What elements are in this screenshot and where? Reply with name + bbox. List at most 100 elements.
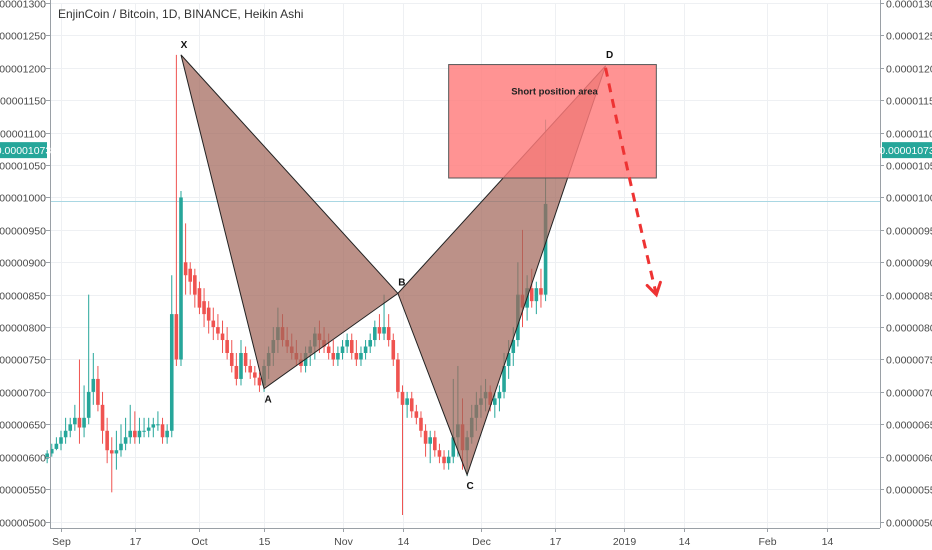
candle — [414, 404, 419, 425]
candle — [183, 223, 188, 295]
candle — [119, 424, 123, 457]
candle-body — [105, 430, 109, 451]
candle — [151, 417, 156, 438]
candle — [86, 294, 91, 425]
y-tick-label-right: 0.00001250 — [886, 31, 932, 43]
candle — [91, 353, 96, 405]
candle — [340, 340, 345, 360]
candle-body — [442, 456, 446, 464]
candle — [345, 333, 349, 353]
candle-body — [391, 340, 396, 360]
chart-title: EnjinCoin / Bitcoin, 1D, BINANCE, Heikin… — [58, 7, 303, 21]
price-tag-right-bg — [882, 142, 932, 159]
candle — [174, 54, 179, 366]
y-tick-label-left: 0.00001200 — [0, 64, 46, 76]
candle — [386, 314, 391, 347]
y-tick-label-right: 0.00000500 — [886, 518, 932, 530]
candle-body — [419, 417, 423, 431]
candle — [45, 450, 49, 464]
pattern-point-b: B — [398, 277, 405, 288]
candle-body — [54, 443, 59, 449]
candle — [539, 268, 543, 308]
y-tick-label-left: 0.00000900 — [0, 258, 46, 270]
y-tick-label-right: 0.00000600 — [886, 453, 932, 465]
y-tick-label-right: 0.00000700 — [886, 388, 932, 400]
candle-body — [216, 327, 220, 334]
candle-body — [437, 450, 442, 457]
price-tag-right: 0.00001073 — [879, 145, 932, 157]
y-tick-label-left: 0.00000750 — [0, 355, 46, 367]
candle-body — [326, 346, 331, 353]
y-tick-label-right: 0.00000750 — [886, 355, 932, 367]
y-tick-label-left: 0.00000800 — [0, 323, 46, 335]
candle — [437, 443, 442, 464]
candle-body — [349, 340, 354, 353]
candle-body — [188, 268, 193, 282]
candle — [405, 391, 409, 418]
y-tick-label-left: 0.00000550 — [0, 485, 46, 497]
candle-body — [414, 411, 419, 418]
candle — [442, 450, 446, 470]
candle — [202, 288, 206, 328]
candle — [377, 314, 382, 341]
candle — [497, 385, 502, 412]
candle — [59, 430, 63, 451]
candle-body — [253, 372, 257, 378]
projection-arrow — [604, 67, 662, 298]
candle-body — [229, 353, 234, 366]
candle — [206, 301, 211, 334]
price-tag-left-bg — [0, 142, 47, 159]
candle-body — [243, 353, 248, 366]
candle — [419, 411, 423, 438]
candle-body — [539, 288, 543, 295]
candle-body — [363, 346, 368, 353]
candle-body — [183, 262, 188, 276]
candle — [63, 417, 68, 444]
candle — [257, 372, 262, 392]
candle-body — [169, 314, 174, 431]
candle — [243, 346, 248, 373]
y-tick-label-left: 0.00000700 — [0, 388, 46, 400]
candle-body — [156, 424, 160, 426]
candle-body — [68, 424, 73, 431]
x-tick-label: 14 — [679, 536, 691, 548]
projection-arrowhead — [645, 280, 662, 298]
candle-body — [63, 430, 68, 438]
candle — [368, 333, 373, 353]
pattern-point-a: A — [264, 395, 271, 406]
candle — [234, 353, 239, 386]
candle-body — [133, 430, 137, 438]
candle — [423, 424, 428, 457]
candle — [446, 450, 451, 470]
y-tick-label-right: 0.00001100 — [886, 129, 932, 141]
candle — [400, 385, 405, 516]
x-tick-label: Oct — [191, 536, 207, 548]
candle-body — [451, 437, 456, 457]
y-tick-label-left: 0.00000600 — [0, 453, 46, 465]
candle — [428, 430, 432, 464]
candle — [114, 430, 119, 470]
candle-body — [423, 430, 428, 444]
candle-body — [433, 437, 437, 451]
candle-body — [234, 365, 239, 379]
candle — [82, 385, 86, 438]
y-tick-label-right: 0.00000950 — [886, 226, 932, 238]
candle — [220, 320, 225, 353]
candle — [109, 437, 114, 493]
candle — [68, 417, 73, 438]
candle — [363, 340, 368, 360]
candle-body — [165, 430, 169, 438]
candle — [133, 411, 137, 444]
candle — [534, 281, 539, 315]
candle — [354, 340, 359, 366]
candle-body — [239, 353, 243, 379]
short-position-area: Short position area — [448, 64, 657, 179]
candle-body — [114, 450, 119, 454]
candle-body — [206, 307, 211, 321]
candle-body — [511, 340, 516, 353]
price-tag-left: 0.00001073 — [0, 145, 51, 157]
candle-body — [345, 340, 349, 347]
y-tick-label-left: 0.00000500 — [0, 518, 46, 530]
